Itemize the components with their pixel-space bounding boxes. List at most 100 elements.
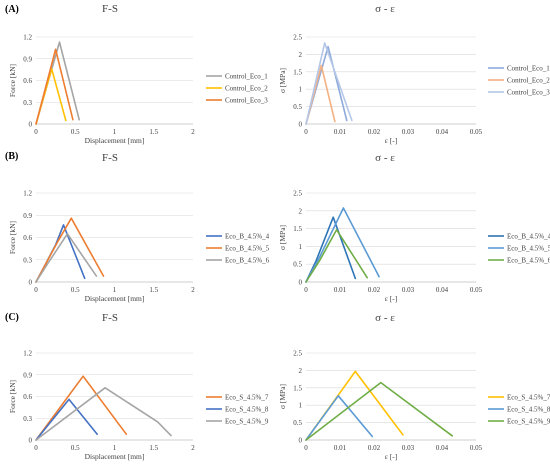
x-tick-label: 0.5 [71,444,80,452]
series-line-3 [305,381,454,441]
legend-entry: Control_Eco_2 [507,77,550,85]
x-tick-label: 0.03 [402,444,415,452]
y-tick-label: 0.5 [293,419,302,427]
series-line-2 [305,207,380,283]
y-axis-label: σ [MPa] [278,225,287,250]
y-tick-label: 0.5 [293,103,302,111]
x-tick-label: 0.05 [470,286,483,294]
legend-entry: Eco_S_4.5%_7 [507,394,550,402]
y-tick-label: 0.6 [23,234,32,242]
y-axis-label: Force [kN] [8,380,17,413]
y-tick-label: 1.2 [23,190,32,198]
x-tick-label: 0.02 [368,286,381,294]
legend-entry: Eco_B_4.5%_5 [225,245,270,253]
legend-entry: Eco_B_4.5%_6 [507,257,550,265]
y-tick-label: 0.3 [23,256,32,264]
y-tick-label: 2 [299,367,303,375]
y-tick-label: 1.2 [23,350,32,358]
y-axis-label: Force [kN] [8,64,17,97]
legend: Eco_S_4.5%_7 Eco_S_4.5%_8 Eco_S_4.5%_9 [206,394,269,426]
x-tick-label: 1.5 [149,128,158,136]
y-tick-label: 0.6 [23,393,32,401]
legend: Eco_B_4.5%_4 Eco_B_4.5%_5 Eco_B_4.5%_6 [488,233,550,265]
y-tick-label: 0 [299,437,303,445]
x-tick-label: 0 [304,286,308,294]
legend-entry: Control_Eco_3 [507,89,550,97]
y-tick-label: 2.5 [293,190,302,198]
y-tick-label: 2.5 [293,34,302,42]
legend-entry: Control_Eco_3 [225,97,268,105]
x-axis-label: Displacement [mm] [85,294,145,303]
x-tick-label: 1 [113,128,117,136]
legend-entry: Eco_S_4.5%_7 [225,394,269,402]
series-line-3 [305,228,369,283]
y-tick-label: 0.3 [23,99,32,107]
x-tick-label: 0.04 [436,128,449,136]
panel-label: (C) [5,312,19,323]
chart-panel-3: (B) F-S 0 0.3 0.6 0.9 1.2 0 0.5 1 1.5 2 Displacement… [5,151,270,303]
series-line-1 [35,375,128,441]
y-tick-label: 2.5 [293,350,302,358]
series-line-2 [35,398,98,441]
x-tick-label: 0 [34,128,38,136]
x-tick-label: 1 [113,286,117,294]
y-tick-label: 1 [299,402,303,410]
legend: Eco_S_4.5%_7 Eco_S_4.5%_8 Eco_S_4.5%_9 [488,394,550,426]
x-tick-label: 2 [191,444,195,452]
legend-entry: Eco_B_4.5%_6 [225,257,270,265]
x-axis-label: ε [-] [385,294,398,303]
legend-entry: Control_Eco_2 [225,85,268,93]
y-tick-label: 0 [299,279,303,287]
legend-entry: Eco_S_4.5%_9 [225,418,269,426]
series-line-3 [35,233,98,283]
y-tick-label: 1.5 [293,384,302,392]
x-tick-label: 0.03 [402,128,415,136]
y-tick-label: 0.5 [293,261,302,269]
x-tick-label: 0 [34,444,38,452]
x-tick-label: 0.02 [368,444,381,452]
x-tick-label: 1.5 [149,286,158,294]
x-tick-label: 0.04 [436,286,449,294]
y-tick-label: 0.9 [23,55,32,63]
chart-title: σ - ε [375,312,395,324]
series-line-3 [305,42,353,125]
x-tick-label: 0 [304,128,308,136]
x-tick-label: 1 [113,444,117,452]
legend-entry: Eco_B_4.5%_4 [507,233,550,241]
x-tick-label: 0.01 [334,128,347,136]
x-tick-label: 1.5 [149,444,158,452]
y-tick-label: 1.5 [293,225,302,233]
legend: Control_Eco_1 Control_Eco_2 Control_Eco_3 [488,65,550,97]
x-axis-label: Displacement [mm] [85,136,145,145]
legend-entry: Eco_S_4.5%_8 [225,406,269,414]
chart-panel-6: σ - ε 0 0.5 1 1.5 2 2.5 0 0.01 0.02 0.03 0.04 0.05 ε … [278,312,550,461]
legend-entry: Eco_S_4.5%_9 [507,418,550,426]
chart-title: F-S [102,3,118,15]
x-tick-label: 0 [304,444,308,452]
chart-panel-4: σ - ε 0 0.5 1 1.5 2 2.5 0 0.01 0.02 0.03 0.04 0.05 ε … [278,152,550,303]
legend: Control_Eco_1 Control_Eco_2 Control_Eco_3 [206,73,268,105]
y-tick-label: 0 [29,279,33,287]
series-line-1 [35,224,86,283]
panel-label: (A) [5,4,19,15]
x-tick-label: 0 [34,286,38,294]
y-tick-label: 2 [299,51,303,59]
series-line-2 [305,394,374,441]
y-tick-label: 0.9 [23,212,32,220]
x-tick-label: 0.04 [436,444,449,452]
series-line-2 [35,217,105,283]
y-tick-label: 1.2 [23,34,32,42]
chart-panel-1: (A) F-S 0 0.3 0.6 0.9 1.2 0 0.5 1 1.5 2 Displacement… [5,3,268,145]
y-axis-label: σ [MPa] [278,384,287,409]
x-tick-label: 2 [191,128,195,136]
x-tick-label: 0.05 [470,444,483,452]
legend-entry: Control_Eco_1 [507,65,550,73]
series-line-3 [35,386,172,441]
legend-entry: Eco_S_4.5%_8 [507,406,550,414]
legend-entry: Eco_B_4.5%_4 [225,233,270,241]
y-tick-label: 0 [29,437,33,445]
y-tick-label: 2 [299,207,303,215]
y-tick-label: 1 [299,86,303,94]
x-axis-label: Displacement [mm] [85,452,145,461]
